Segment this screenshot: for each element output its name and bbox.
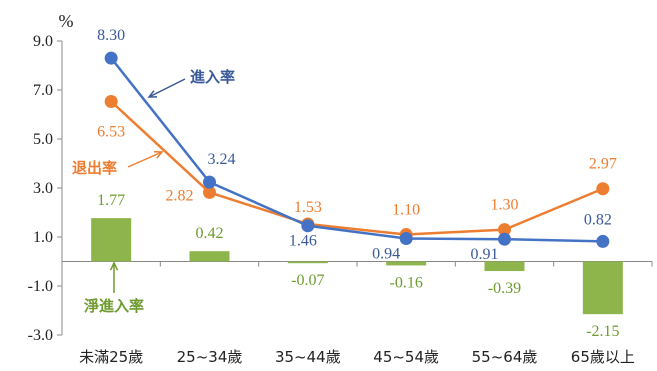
annotation-exit-rate-arrowhead [153,150,164,159]
label-entry-rate: 3.24 [208,151,236,168]
marker-entry-rate [498,232,511,246]
value-labels: 8.30 3.24 1.46 0.94 0.91 0.82 6.53 2.82 1.53 1.10… [97,27,619,340]
annotation-net-entry-rate-arrowhead [109,261,119,271]
label-entry-rate: 0.82 [584,211,612,228]
y-tick-label: 3.0 [33,180,53,197]
annotation-exit-rate-arrow [127,151,163,168]
annotation-net-entry-rate: 淨進入率 [84,297,144,315]
bars [91,218,623,315]
marker-entry-rate [104,51,118,65]
bar-net-entry-rate [189,251,230,262]
label-exit-rate: 1.53 [294,199,322,216]
label-exit-rate: 1.10 [392,202,420,219]
label-net-entry-rate: -0.07 [291,272,324,289]
x-category-label: 35~44歲 [275,348,341,366]
label-exit-rate: 2.97 [589,156,617,173]
marker-entry-rate [399,231,413,245]
bar-net-entry-rate [287,261,328,264]
marker-exit-rate [203,185,216,199]
annotation-entry-rate: 進入率 [190,68,235,86]
label-exit-rate: 1.30 [491,197,519,214]
label-entry-rate: 8.30 [97,27,125,44]
label-exit-rate: 2.82 [166,187,194,204]
label-net-entry-rate: -2.15 [586,323,619,340]
annotation-exit-rate: 退出率 [72,159,117,177]
line-entry-rate [110,57,603,243]
y-tick-label: -1.0 [28,278,53,295]
marker-entry-rate [301,219,315,233]
label-net-entry-rate: 0.42 [196,225,224,242]
y-tick-label: 5.0 [33,131,53,148]
y-tick-label: 9.0 [33,33,53,50]
x-category-label: 未滿25歲 [79,348,143,366]
annotation-entry-rate-arrowhead [147,90,158,98]
y-unit-label: % [59,11,74,31]
annotation-entry-rate-arrow [148,78,186,98]
axes: 9.0 7.0 5.0 3.0 1.0 -1.0 -3.0% 未滿25歲 25~34歲 35~44… [28,11,653,366]
marker-exit-rate [498,223,511,237]
label-entry-rate: 1.46 [289,233,317,250]
label-net-entry-rate: -0.39 [488,280,521,297]
label-entry-rate: 0.91 [471,246,499,263]
label-net-entry-rate: 1.77 [97,192,125,209]
label-exit-rate: 6.53 [97,124,125,141]
y-tick-label: -3.0 [28,327,53,344]
y-tick-label: 7.0 [33,82,53,99]
marker-exit-rate [104,95,118,109]
line-exit-rate [110,100,604,236]
bar-net-entry-rate [386,261,427,266]
lines [104,51,610,248]
marker-exit-rate [596,182,610,196]
bar-net-entry-rate [91,218,132,262]
bar-net-entry-rate [484,261,525,272]
x-category-label: 65歲以上 [571,348,635,366]
x-category-label: 45~54歲 [373,348,439,366]
marker-entry-rate [203,175,216,189]
bar-net-entry-rate [582,261,623,315]
label-net-entry-rate: -0.16 [390,274,423,291]
x-category-label: 55~64歲 [472,348,538,366]
x-category-label: 25~34歲 [177,348,243,366]
marker-entry-rate [596,234,610,248]
label-entry-rate: 0.94 [372,245,400,262]
y-tick-label: 1.0 [33,229,53,246]
